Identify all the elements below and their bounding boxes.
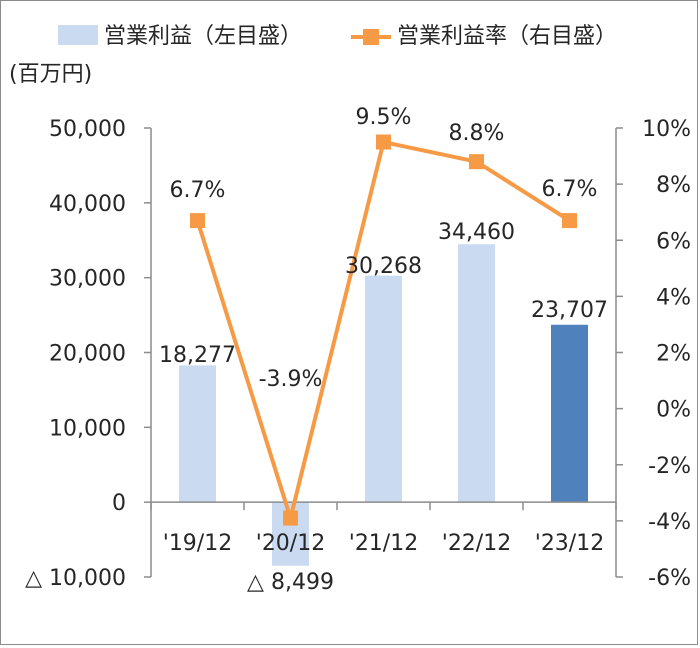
- right-axis-tick-label: 6%: [656, 229, 691, 254]
- bar-0: [179, 365, 216, 503]
- x-axis-tick-label: '19/12: [163, 531, 232, 556]
- right-axis-tick-label: -4%: [648, 510, 691, 535]
- left-axis-tick-label: △ 10,000: [25, 566, 126, 591]
- line-marker-1: [283, 510, 298, 526]
- right-axis-tick-label: -2%: [648, 454, 691, 479]
- line-marker-4: [562, 213, 577, 229]
- bar-2: [365, 275, 402, 503]
- left-axis-tick-label: 40,000: [49, 192, 126, 217]
- right-axis-tick-label: 0%: [656, 398, 691, 423]
- legend-line-label: 営業利益率（右目盛）: [397, 24, 617, 49]
- left-axis-tick-label: 10,000: [49, 416, 126, 441]
- line-marker-0: [190, 213, 205, 229]
- line-marker-3: [469, 154, 484, 170]
- line-data-label: 9.5%: [356, 105, 412, 130]
- line-series: [190, 134, 577, 526]
- right-axis: 10% 8% 6% 4% 2% 0% -2% -4% -6%: [615, 117, 691, 591]
- left-axis: 50,000 40,000 30,000 20,000 10,000 0 △ 10,000: [25, 117, 152, 591]
- line-marker-2: [376, 134, 391, 150]
- left-axis-tick-label: 20,000: [49, 342, 126, 367]
- bar-data-label: △ 8,499: [247, 570, 334, 595]
- legend-bar-swatch: [58, 25, 98, 45]
- left-axis-tick-label: 50,000: [49, 117, 126, 142]
- line-data-label: 6.7%: [542, 177, 598, 202]
- right-axis-tick-label: 8%: [656, 173, 691, 198]
- right-axis-tick-label: 10%: [642, 117, 691, 142]
- left-axis-tick-label: 0: [112, 491, 126, 516]
- bar-data-label: 30,268: [345, 254, 422, 279]
- data-labels: 18,277 △ 8,499 30,268 34,460 23,707 6.7% -3.9%…: [159, 105, 608, 595]
- line-data-label: 6.7%: [170, 178, 226, 203]
- x-axis-tick-label: '22/12: [442, 531, 511, 556]
- x-axis-tick-label: '23/12: [535, 531, 604, 556]
- line-data-label: -3.9%: [259, 367, 323, 392]
- right-axis-tick-label: 4%: [656, 285, 691, 310]
- bar-series: [179, 244, 588, 566]
- right-axis-tick-label: -6%: [648, 566, 691, 591]
- x-axis: '19/12 '20/12 '21/12 '22/12 '23/12: [150, 501, 617, 556]
- left-axis-unit-label: (百万円): [9, 62, 92, 87]
- x-axis-tick-label: '21/12: [349, 531, 418, 556]
- legend-bar-label: 営業利益（左目盛）: [104, 24, 302, 49]
- right-axis-tick-label: 2%: [656, 342, 691, 367]
- bar-3: [458, 244, 495, 503]
- legend: 営業利益（左目盛） 営業利益率（右目盛）: [58, 24, 617, 49]
- left-axis-tick-label: 30,000: [49, 267, 126, 292]
- bar-data-label: 34,460: [438, 220, 515, 245]
- legend-line-marker: [363, 29, 379, 45]
- bar-4: [551, 324, 588, 503]
- bar-data-label: 23,707: [531, 298, 608, 323]
- line-data-label: 8.8%: [449, 121, 505, 146]
- bar-data-label: 18,277: [159, 343, 236, 368]
- x-axis-tick-label: '20/12: [256, 531, 325, 556]
